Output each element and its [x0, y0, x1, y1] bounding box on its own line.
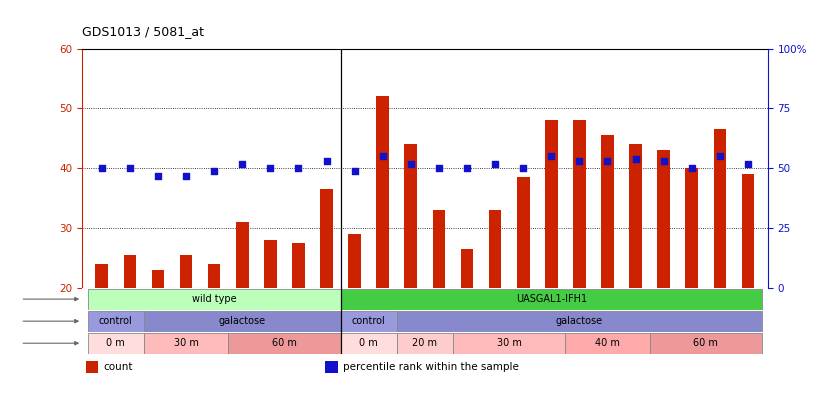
Text: galactose: galactose [218, 316, 266, 326]
Bar [397, 333, 453, 354]
Bar [341, 288, 762, 310]
Bar [236, 222, 249, 288]
Text: 40 m: 40 m [595, 338, 620, 348]
Bar [341, 333, 397, 354]
Point [292, 165, 305, 172]
Text: 30 m: 30 m [173, 338, 199, 348]
Bar [95, 264, 108, 288]
Point [151, 172, 164, 179]
Point [404, 160, 417, 167]
Text: galactose: galactose [556, 316, 603, 326]
Text: 60 m: 60 m [694, 338, 718, 348]
Point [629, 156, 642, 162]
Bar [88, 311, 144, 332]
Point [208, 168, 221, 174]
Text: percentile rank within the sample: percentile rank within the sample [343, 362, 519, 372]
Point [544, 153, 557, 160]
Point [95, 165, 108, 172]
Bar [292, 243, 305, 288]
Text: control: control [352, 316, 386, 326]
Text: 0 m: 0 m [360, 338, 378, 348]
Bar [713, 130, 727, 288]
Bar [228, 333, 341, 354]
Bar [341, 311, 397, 332]
Point [461, 165, 474, 172]
Bar [488, 210, 502, 288]
Bar [649, 333, 762, 354]
Bar [208, 264, 221, 288]
Bar [433, 210, 445, 288]
Bar [85, 361, 98, 373]
Text: GDS1013 / 5081_at: GDS1013 / 5081_at [82, 26, 204, 38]
Point [376, 153, 389, 160]
Bar [453, 333, 566, 354]
Point [741, 160, 754, 167]
Bar [517, 177, 530, 288]
Bar [658, 150, 670, 288]
Bar [461, 249, 474, 288]
Bar [397, 311, 762, 332]
Point [433, 165, 446, 172]
Bar [601, 135, 614, 288]
Bar [573, 120, 585, 288]
Point [516, 165, 530, 172]
Bar [325, 361, 337, 373]
Bar [152, 270, 164, 288]
Bar [144, 311, 341, 332]
Bar [405, 145, 417, 288]
Point [180, 172, 193, 179]
Text: wild type: wild type [192, 294, 236, 304]
Text: UASGAL1-IFH1: UASGAL1-IFH1 [516, 294, 587, 304]
Bar [264, 240, 277, 288]
Point [264, 165, 277, 172]
Point [713, 153, 727, 160]
Text: 20 m: 20 m [412, 338, 438, 348]
Bar [88, 333, 144, 354]
Point [488, 160, 502, 167]
Text: 60 m: 60 m [272, 338, 297, 348]
Bar [376, 96, 389, 288]
Bar [629, 145, 642, 288]
Text: control: control [99, 316, 133, 326]
Bar [123, 255, 136, 288]
Bar [320, 189, 333, 288]
Point [686, 165, 699, 172]
Point [236, 160, 249, 167]
Point [123, 165, 136, 172]
Point [573, 158, 586, 164]
Bar [88, 288, 341, 310]
Bar [144, 333, 228, 354]
Text: 0 m: 0 m [107, 338, 125, 348]
Bar [180, 255, 192, 288]
Bar [348, 234, 361, 288]
Bar [545, 120, 557, 288]
Point [348, 168, 361, 174]
Text: 30 m: 30 m [497, 338, 521, 348]
Bar [686, 168, 698, 288]
Text: count: count [103, 362, 133, 372]
Bar [566, 333, 649, 354]
Point [601, 158, 614, 164]
Point [320, 158, 333, 164]
Point [657, 158, 670, 164]
Bar [741, 174, 754, 288]
